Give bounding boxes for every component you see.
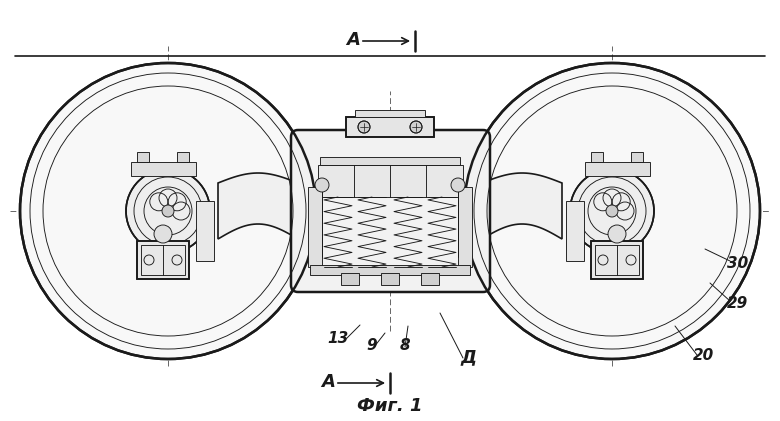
Bar: [585, 162, 650, 176]
Text: 20: 20: [693, 348, 714, 363]
Bar: [310, 265, 470, 275]
Text: 29: 29: [728, 296, 749, 311]
Bar: [308, 187, 322, 267]
Bar: [595, 245, 639, 275]
Bar: [177, 152, 189, 162]
Bar: [341, 273, 359, 285]
Bar: [381, 273, 399, 285]
Circle shape: [315, 178, 329, 192]
Bar: [591, 152, 603, 162]
FancyBboxPatch shape: [291, 130, 490, 292]
Circle shape: [162, 205, 174, 217]
Bar: [137, 241, 189, 279]
Text: 30: 30: [728, 256, 749, 271]
Circle shape: [451, 178, 465, 192]
Bar: [137, 152, 149, 162]
Bar: [566, 201, 584, 261]
Circle shape: [126, 169, 210, 253]
Circle shape: [154, 225, 172, 243]
Bar: [346, 117, 434, 137]
Bar: [355, 110, 425, 117]
Bar: [458, 187, 472, 267]
Circle shape: [358, 121, 370, 133]
Text: 13: 13: [328, 331, 349, 346]
Text: Д: Д: [460, 348, 476, 366]
Bar: [141, 245, 185, 275]
Bar: [131, 162, 196, 176]
Text: Фиг. 1: Фиг. 1: [357, 397, 423, 415]
Circle shape: [606, 205, 618, 217]
Circle shape: [608, 225, 626, 243]
Text: А: А: [321, 373, 335, 391]
Text: 8: 8: [399, 338, 410, 353]
Polygon shape: [218, 173, 298, 239]
Circle shape: [570, 169, 654, 253]
Bar: [320, 157, 460, 165]
Circle shape: [410, 121, 422, 133]
Bar: [137, 241, 189, 279]
Bar: [346, 117, 434, 137]
Bar: [196, 201, 214, 261]
Text: 9: 9: [367, 338, 378, 353]
Bar: [421, 273, 439, 285]
Bar: [631, 152, 643, 162]
Text: А: А: [346, 31, 360, 49]
Circle shape: [20, 63, 316, 359]
Bar: [591, 241, 643, 279]
Bar: [318, 165, 463, 197]
Polygon shape: [482, 173, 562, 239]
Bar: [591, 241, 643, 279]
Circle shape: [464, 63, 760, 359]
